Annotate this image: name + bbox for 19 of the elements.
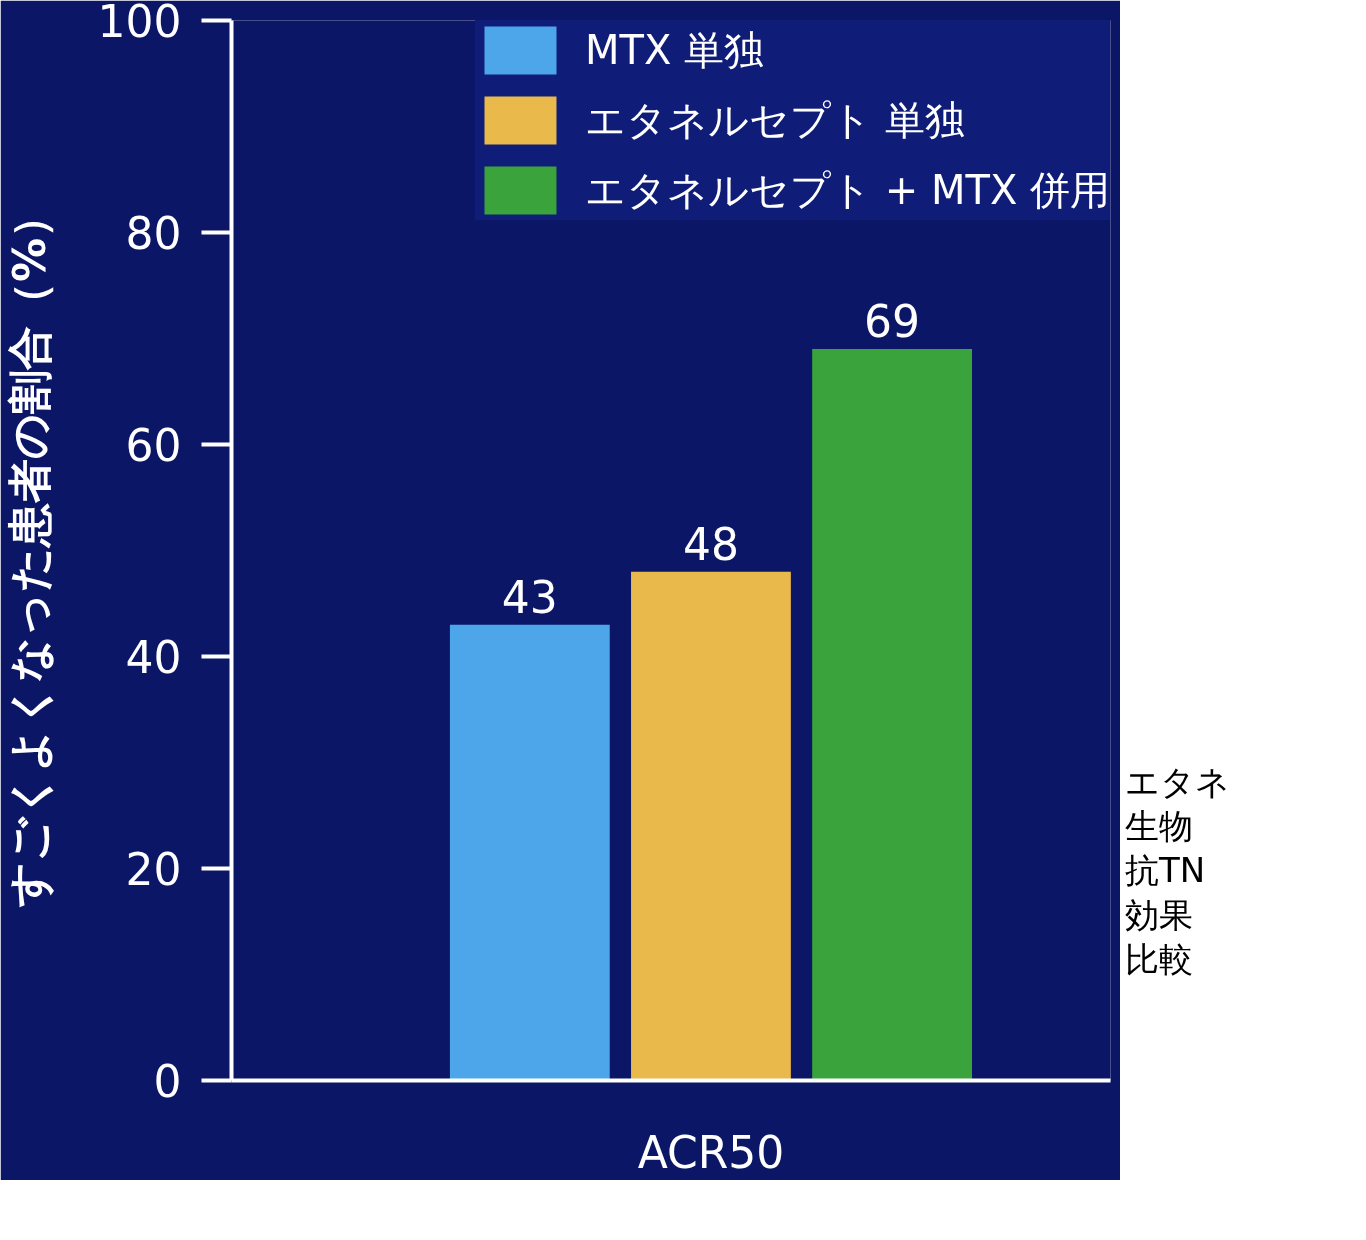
data-label: 43: [501, 571, 558, 623]
y-tick-label: 60: [125, 420, 182, 471]
x-tick-label: ACR50: [637, 1126, 785, 1178]
y-axis-title: すごくよくなった患者の割合（%）: [3, 193, 55, 909]
y-tick-label: 40: [125, 632, 182, 683]
y-tick-label: 80: [125, 208, 182, 259]
y-tick-label: 100: [97, 0, 182, 47]
y-tick-label: 20: [125, 844, 182, 895]
data-label: 48: [682, 518, 739, 570]
legend-label: エタネルセプト + MTX 併用: [584, 165, 1110, 215]
legend-label: MTX 単独: [584, 25, 765, 75]
data-label: 69: [864, 296, 921, 348]
text: 比較: [1125, 937, 1194, 981]
text: 生物: [1125, 805, 1194, 849]
text: エタネ: [1125, 761, 1230, 804]
text: 効果: [1125, 893, 1194, 937]
legend-label: エタネルセプト 単独: [584, 95, 965, 145]
y-tick-label: 0: [153, 1056, 182, 1107]
text: 抗TN: [1125, 849, 1207, 893]
